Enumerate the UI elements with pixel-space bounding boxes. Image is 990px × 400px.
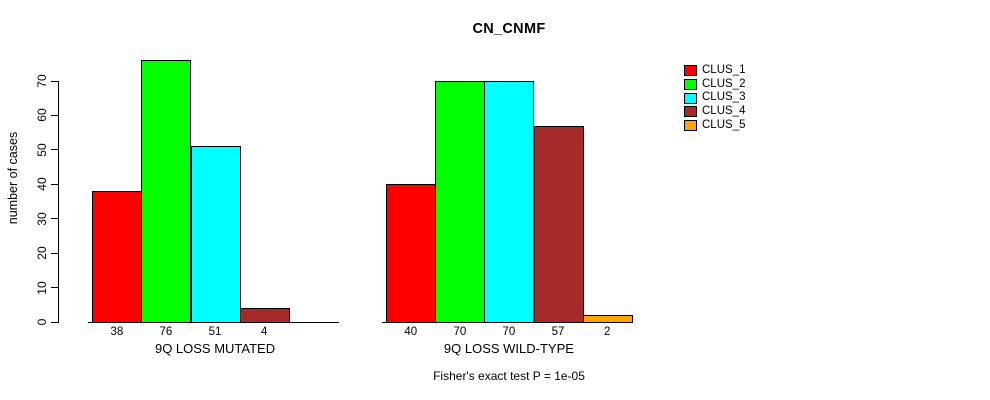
bar-clus_3 [484,81,535,323]
y-axis-tick [51,218,58,220]
group-label: 9Q LOSS MUTATED [154,341,276,356]
legend-color-swatch [684,120,697,132]
y-axis-tick-label: 10 [35,280,49,295]
legend: CLUS_1 CLUS_2 CLUS_3 CLUS_4 CLUS_5 [684,64,745,132]
y-axis-tick [51,287,58,289]
bar-clus_2 [141,60,192,323]
legend-label: CLUS_1 [702,64,746,76]
legend-label: CLUS_5 [702,118,746,131]
legend-item: CLUS_2 [684,78,745,92]
legend-color-swatch [684,65,697,77]
y-axis-tick-label: 0 [35,318,49,326]
y-axis-tick [51,149,58,151]
bar-clus_1 [92,191,143,323]
legend-color-swatch [684,79,697,91]
bar-value-label: 70 [453,326,467,338]
y-axis-tick [51,183,58,185]
bar-clus_4 [239,308,290,323]
bar-value-label: 51 [208,326,222,338]
legend-label: CLUS_4 [702,105,746,118]
y-axis-tick [51,321,58,323]
bar-value-label: 76 [159,326,173,338]
legend-label: CLUS_3 [702,91,746,104]
bar-clus_2 [435,81,486,323]
bar-value-label: 57 [551,326,565,338]
y-axis-line [57,81,59,323]
bar-value-label: 4 [260,326,268,338]
legend-item: CLUS_5 [684,119,745,133]
legend-item: CLUS_4 [684,105,745,119]
y-axis-tick [51,252,58,254]
bar-value-label: 40 [404,326,418,338]
legend-item: CLUS_3 [684,91,745,105]
legend-item: CLUS_1 [684,64,745,78]
legend-color-swatch [684,92,697,104]
bar-clus_1 [386,184,437,323]
chart-title: CN_CNMF [472,21,546,37]
y-axis-tick-label: 50 [35,143,49,157]
y-axis-tick-label: 20 [35,246,49,260]
y-axis-tick [51,80,58,82]
y-axis-tick-label: 70 [35,74,49,88]
legend-label: CLUS_2 [702,77,746,90]
bar-clus_3 [190,146,241,323]
legend-color-swatch [684,106,697,118]
bar-clus_4 [533,125,584,323]
y-axis-tick-label: 40 [35,177,49,191]
bar-value-label: 70 [502,326,516,338]
y-axis-tick-label: 30 [35,212,49,226]
caption: Fisher's exact test P = 1e-05 [433,369,585,383]
bar-value-label: 2 [603,326,611,338]
group-label: 9Q LOSS WILD-TYPE [443,341,574,356]
bar-clus_5 [582,315,633,323]
bar-value-label: 38 [110,326,124,338]
y-axis-tick [51,114,58,116]
y-axis-tick-label: 60 [35,108,49,123]
